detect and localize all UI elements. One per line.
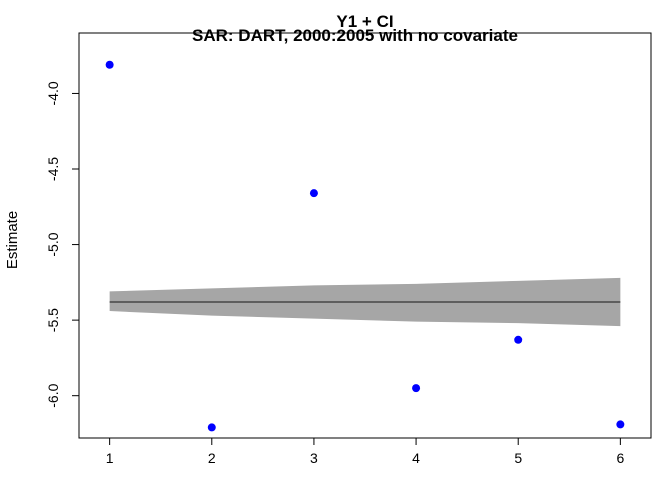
x-tick-label: 5 bbox=[514, 450, 522, 466]
x-tick-label: 1 bbox=[106, 450, 114, 466]
y-tick-label: -5.5 bbox=[45, 308, 61, 332]
y-axis-label: Estimate bbox=[4, 211, 21, 269]
y-tick-label: -4.5 bbox=[45, 157, 61, 181]
data-point bbox=[616, 420, 625, 429]
x-tick-label: 4 bbox=[412, 450, 420, 466]
data-point bbox=[309, 189, 318, 198]
x-tick-label: 6 bbox=[616, 450, 624, 466]
chart-subtitle: SAR: DART, 2000:2005 with no covariate bbox=[192, 26, 518, 45]
plot-area: 1 2 3 4 5 6 -4.0 -4.5 -5.0 -5.5 -6.0 bbox=[45, 32, 652, 466]
data-point bbox=[105, 60, 114, 69]
x-tick-label: 2 bbox=[208, 450, 216, 466]
y-tick-label: -4.0 bbox=[45, 81, 61, 105]
data-point bbox=[412, 384, 421, 393]
data-point bbox=[514, 335, 523, 344]
y-tick-label: -5.0 bbox=[45, 232, 61, 256]
plot-frame bbox=[78, 32, 652, 439]
chart-title: Y1 + CI bbox=[336, 12, 393, 31]
y-tick-label: -6.0 bbox=[45, 383, 61, 407]
data-point bbox=[207, 423, 216, 432]
x-tick-label: 3 bbox=[310, 450, 318, 466]
